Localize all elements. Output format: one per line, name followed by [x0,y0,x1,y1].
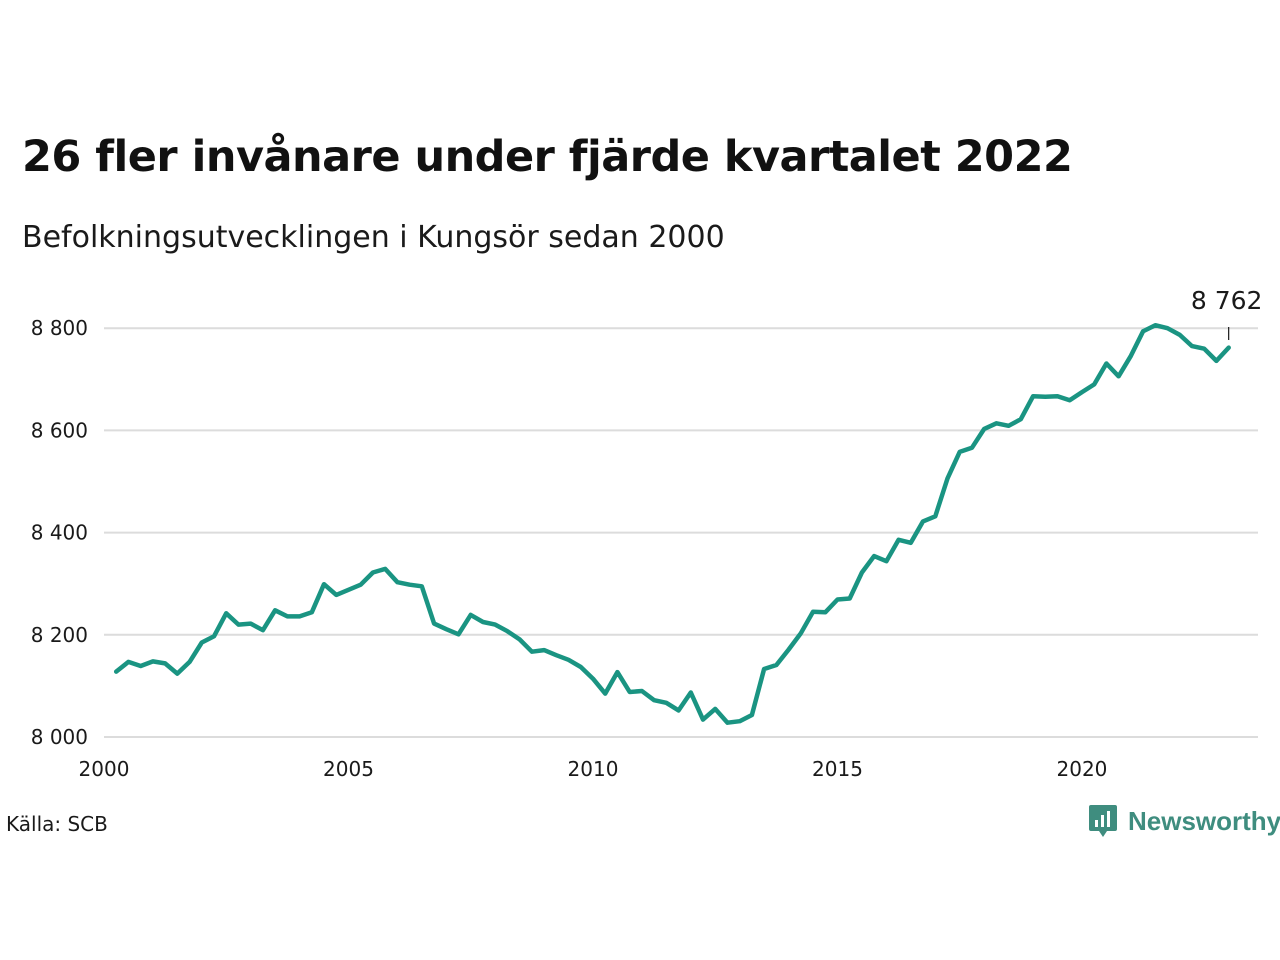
end-value-label: 8 762 [1191,286,1263,315]
brand-logo[interactable]: Newsworthy [1088,803,1280,839]
y-tick-label: 8 800 [31,316,88,340]
source-note: Källa: SCB [6,812,108,836]
brand-name: Newsworthy [1128,805,1280,836]
x-tick-label: 2015 [812,757,863,781]
x-tick-label: 2020 [1057,757,1108,781]
x-axis: 2000 2005 2010 2015 2020 [79,757,1108,781]
chart-subtitle: Befolkningsutvecklingen i Kungsör sedan … [22,220,725,255]
chart-title: 26 fler invånare under fjärde kvartalet … [22,132,1073,182]
grid-layer [104,327,1258,738]
chart-bubble-icon [1089,805,1117,837]
y-tick-label: 8 200 [31,623,88,647]
y-axis: 8 000 8 200 8 400 8 600 8 800 [31,316,88,749]
end-label-layer: 8 762 [1191,286,1263,340]
x-tick-label: 2000 [79,757,130,781]
series-line [113,322,1231,725]
x-tick-label: 2005 [323,757,374,781]
y-tick-label: 8 000 [31,725,88,749]
y-tick-label: 8 600 [31,418,88,442]
series-layer [113,322,1231,725]
y-tick-label: 8 400 [31,521,88,545]
x-tick-label: 2010 [568,757,619,781]
